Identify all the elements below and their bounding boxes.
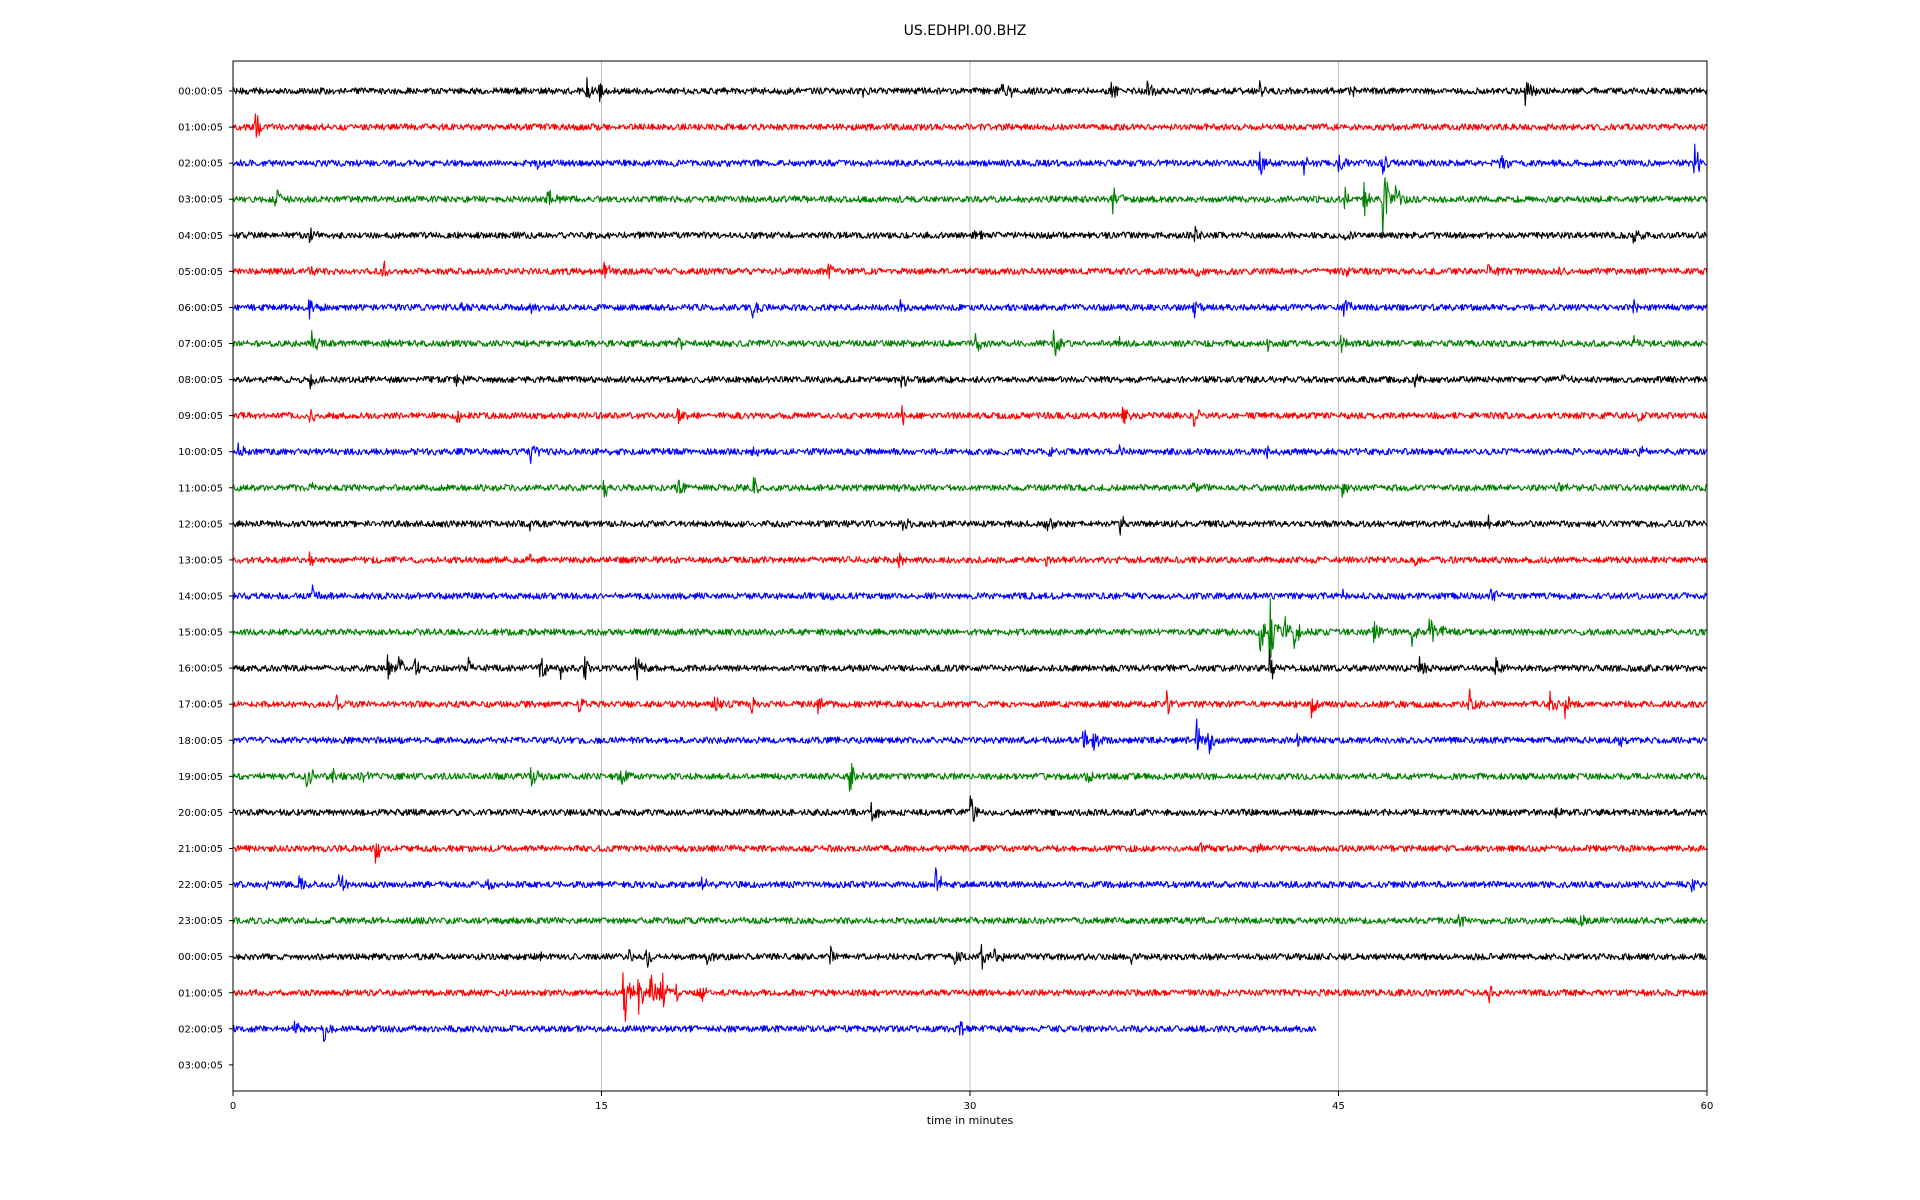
y-tick-label: 21:00:05 xyxy=(178,844,223,855)
x-tick-label: 30 xyxy=(964,1101,977,1112)
y-tick-label: 00:00:05 xyxy=(178,952,223,963)
y-tick-label: 01:00:05 xyxy=(178,988,223,999)
chart-title: US.EDHPI.00.BHZ xyxy=(904,23,1027,39)
trace-line xyxy=(232,584,1708,602)
y-tick-label: 20:00:05 xyxy=(178,808,223,819)
y-tick-label: 01:00:05 xyxy=(178,123,223,134)
y-tick-label: 17:00:05 xyxy=(178,700,223,711)
trace-line xyxy=(232,943,1707,970)
trace-line xyxy=(232,477,1708,498)
x-axis-label: time in minutes xyxy=(927,1114,1014,1127)
y-tick-label: 22:00:05 xyxy=(178,880,223,891)
x-tick-label: 15 xyxy=(595,1101,608,1112)
trace-line xyxy=(232,299,1708,320)
y-tick-label: 16:00:05 xyxy=(178,664,223,675)
trace-line xyxy=(232,913,1708,928)
trace-line xyxy=(232,972,1708,1022)
trace-line xyxy=(232,77,1708,107)
y-tick-label: 13:00:05 xyxy=(178,555,223,566)
trace-line xyxy=(232,225,1708,244)
y-tick-label: 04:00:05 xyxy=(178,231,223,242)
y-tick-label: 00:00:05 xyxy=(178,87,223,98)
y-tick-label: 06:00:05 xyxy=(178,303,223,314)
trace-line xyxy=(232,329,1708,357)
y-tick-label: 03:00:05 xyxy=(178,195,223,206)
y-tick-label: 05:00:05 xyxy=(178,267,223,278)
y-tick-label: 18:00:05 xyxy=(178,736,223,747)
y-tick-label: 02:00:05 xyxy=(178,159,223,170)
trace-line xyxy=(232,514,1708,536)
y-tick-label: 19:00:05 xyxy=(178,772,223,783)
trace-line xyxy=(232,260,1708,280)
trace-line xyxy=(232,842,1708,864)
y-tick-label: 08:00:05 xyxy=(178,375,223,386)
y-tick-label: 07:00:05 xyxy=(178,339,223,350)
trace-line xyxy=(232,405,1708,427)
trace-line xyxy=(232,143,1707,176)
x-axis-ticks: 0 15 30 45 60 xyxy=(230,1091,1714,1112)
trace-line xyxy=(232,176,1708,237)
trace-line xyxy=(232,598,1708,663)
y-tick-label: 12:00:05 xyxy=(178,519,223,530)
y-tick-label: 23:00:05 xyxy=(178,916,223,927)
trace-line xyxy=(232,762,1708,792)
y-tick-label: 02:00:05 xyxy=(178,1024,223,1035)
trace-line xyxy=(232,551,1708,569)
trace-line xyxy=(232,442,1708,465)
y-tick-label: 15:00:05 xyxy=(178,628,223,639)
y-axis-ticks: 00:00:05 01:00:05 02:00:05 03:00:05 04:00:05… xyxy=(178,87,233,1071)
y-tick-label: 09:00:05 xyxy=(178,411,223,422)
trace-line xyxy=(232,795,1708,822)
y-tick-label: 14:00:05 xyxy=(178,591,223,602)
x-tick-label: 0 xyxy=(230,1101,236,1112)
trace-line xyxy=(232,113,1708,138)
seismic-traces xyxy=(232,77,1708,1042)
trace-line xyxy=(232,718,1708,755)
x-tick-label: 45 xyxy=(1332,1101,1345,1112)
y-tick-label: 10:00:05 xyxy=(178,447,223,458)
trace-line xyxy=(232,648,1708,681)
trace-line xyxy=(232,373,1708,390)
y-tick-label: 11:00:05 xyxy=(178,483,223,494)
trace-line xyxy=(232,1020,1317,1042)
y-tick-label: 03:00:05 xyxy=(178,1060,223,1071)
vertical-grid-lines xyxy=(601,61,1339,1091)
trace-line xyxy=(232,867,1708,893)
trace-line xyxy=(232,688,1708,720)
x-tick-label: 60 xyxy=(1701,1101,1714,1112)
